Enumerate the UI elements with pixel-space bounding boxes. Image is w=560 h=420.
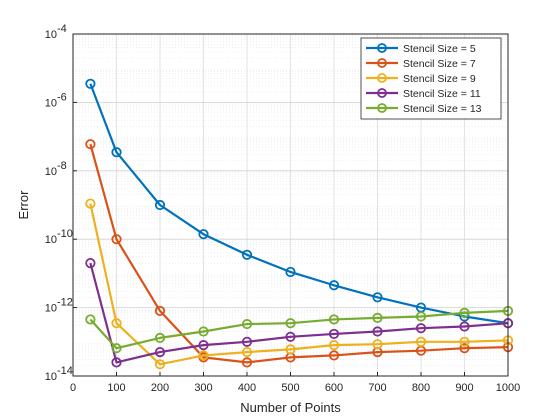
series-line	[89, 143, 509, 364]
legend-label: Stencil Size = 5	[403, 43, 476, 55]
data-point	[285, 344, 296, 355]
data-point	[198, 229, 209, 240]
data-point	[241, 249, 253, 260]
y-tick-label: 10	[45, 303, 57, 315]
series-4	[85, 258, 514, 368]
legend-marker	[377, 88, 387, 98]
legend-marker	[377, 43, 387, 53]
data-point	[85, 198, 96, 209]
legend-marker	[377, 73, 387, 83]
legend-marker	[377, 103, 387, 113]
data-point	[241, 336, 253, 347]
y-tick-exponent: -4	[57, 23, 67, 35]
x-tick-label: 100	[107, 382, 125, 394]
y-tick-exponent: -12	[57, 297, 73, 309]
y-tick-label: 10	[45, 29, 57, 41]
series-group	[85, 78, 514, 370]
y-axis-label: Error	[16, 190, 31, 220]
data-point	[328, 340, 340, 351]
x-tick-label: 600	[325, 382, 343, 394]
data-point	[154, 199, 166, 211]
data-point	[154, 359, 166, 370]
y-tick-exponent: -10	[57, 228, 73, 240]
data-point	[198, 350, 209, 361]
legend-label: Stencil Size = 11	[403, 88, 481, 100]
data-point	[328, 314, 340, 325]
data-point	[328, 328, 340, 340]
x-tick-label: 200	[151, 382, 169, 394]
data-point	[85, 139, 96, 150]
x-tick-label: 900	[455, 382, 473, 394]
x-axis-ticks: 0 100 200 300 400 500 600 700 800 900 1000	[70, 372, 520, 394]
data-point	[285, 318, 296, 329]
y-tick-exponent: -6	[57, 91, 67, 103]
legend-item: Stencil Size = 9	[366, 73, 476, 85]
y-tick-label: 10	[45, 97, 57, 109]
data-point	[459, 343, 470, 354]
series-line	[89, 309, 509, 350]
data-point	[415, 336, 427, 347]
data-point	[372, 312, 383, 323]
data-point	[459, 336, 470, 347]
data-point	[372, 292, 383, 303]
x-tick-label: 700	[368, 382, 386, 394]
data-point	[241, 318, 253, 330]
x-tick-label: 0	[70, 382, 76, 394]
legend-item: Stencil Size = 5	[366, 43, 476, 55]
series-line	[89, 83, 509, 325]
series-2	[85, 139, 514, 368]
series-5	[85, 305, 514, 354]
y-tick-label: 10	[45, 371, 57, 383]
x-tick-label: 400	[238, 382, 256, 394]
legend-label: Stencil Size = 9	[403, 73, 476, 85]
data-point	[198, 340, 209, 351]
data-point	[372, 326, 383, 337]
legend-label: Stencil Size = 13	[403, 103, 482, 115]
data-point	[111, 318, 122, 329]
y-tick-label: 10	[45, 166, 57, 178]
data-point	[415, 311, 427, 322]
data-point	[415, 323, 427, 334]
data-point	[154, 332, 166, 344]
x-tick-label: 800	[412, 382, 430, 394]
y-tick-exponent: -8	[57, 160, 67, 172]
legend: Stencil Size = 5 Stencil Size = 7 Stencil …	[360, 37, 502, 120]
data-point	[241, 357, 253, 368]
series-line	[89, 203, 509, 366]
data-point	[241, 346, 253, 358]
data-point	[285, 266, 296, 278]
data-point	[154, 346, 166, 358]
series-line	[89, 262, 509, 364]
data-point	[111, 343, 122, 354]
data-point	[328, 350, 340, 361]
data-point	[85, 78, 96, 89]
legend-item: Stencil Size = 7	[366, 58, 476, 70]
legend-marker	[377, 58, 387, 68]
data-point	[372, 339, 383, 350]
legend-item: Stencil Size = 13	[366, 103, 482, 115]
data-point	[111, 234, 122, 245]
data-point	[154, 305, 166, 317]
data-point	[459, 307, 470, 318]
data-point	[328, 280, 340, 291]
x-tick-label: 500	[281, 382, 299, 394]
legend-item: Stencil Size = 11	[366, 88, 481, 100]
data-point	[111, 147, 122, 158]
x-tick-label: 1000	[496, 382, 520, 394]
data-point	[85, 314, 96, 325]
x-tick-label: 300	[194, 382, 212, 394]
y-tick-exponent: -14	[57, 365, 73, 377]
data-point	[285, 331, 296, 342]
y-tick-label: 10	[45, 234, 57, 246]
data-point	[459, 321, 470, 332]
legend-label: Stencil Size = 7	[403, 58, 476, 70]
data-point	[111, 357, 122, 368]
x-axis-label: Number of Points	[240, 400, 341, 415]
data-point	[85, 258, 96, 269]
data-point	[198, 326, 209, 337]
